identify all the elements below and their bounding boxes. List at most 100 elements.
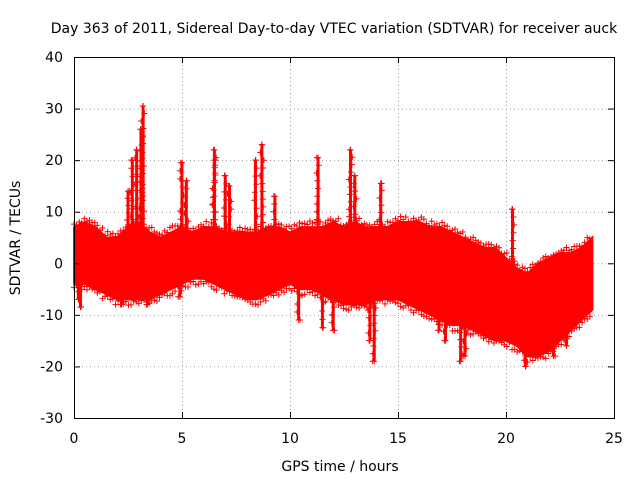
band-edge-marker	[153, 298, 160, 305]
data-point	[295, 317, 302, 324]
band-edge-marker	[407, 218, 414, 225]
spike-marker	[259, 196, 266, 203]
spike-marker	[257, 149, 264, 156]
band-edge-marker	[234, 227, 241, 234]
data-point	[226, 182, 233, 189]
band-edge-marker	[397, 213, 404, 220]
spike-marker	[137, 165, 144, 172]
band-edge-marker	[485, 241, 492, 248]
spike-marker	[258, 227, 265, 234]
band-edge-marker	[433, 220, 440, 227]
spike-marker	[510, 214, 517, 221]
spike-marker	[562, 337, 569, 344]
spike-marker	[353, 195, 360, 202]
band-edge-marker	[216, 283, 223, 290]
spike-marker	[254, 213, 261, 220]
band-edge-marker	[527, 264, 534, 271]
band-edge-marker	[242, 225, 249, 232]
band-edge-marker	[371, 221, 378, 228]
band-edge-marker	[164, 229, 171, 236]
spike-marker	[376, 216, 383, 223]
spike-marker	[271, 200, 278, 207]
spike-marker	[457, 336, 464, 343]
band-edge-marker	[410, 309, 417, 316]
x-tick-label: 15	[389, 431, 407, 447]
spike-marker	[259, 180, 266, 187]
spike-marker	[181, 210, 188, 217]
band-edge-marker	[493, 243, 500, 250]
band-edge-marker	[267, 223, 274, 230]
band-edge-marker	[392, 299, 399, 306]
band-edge-marker	[91, 286, 98, 293]
band-edge-marker	[467, 331, 474, 338]
spike-marker	[319, 316, 326, 323]
band-edge-marker	[361, 303, 368, 310]
band-edge-marker	[192, 281, 199, 288]
spike-marker	[222, 196, 229, 203]
band-edge-marker	[275, 291, 282, 298]
x-tick-label: 20	[497, 431, 515, 447]
band-edge-marker	[426, 222, 433, 229]
spike-marker	[177, 216, 184, 223]
spike-marker	[347, 169, 354, 176]
band-edge-marker	[223, 287, 230, 294]
band-edge-marker	[104, 228, 111, 235]
band-edge-marker	[400, 216, 407, 223]
band-edge-marker	[586, 235, 593, 242]
band-edge-marker	[563, 244, 570, 251]
spike-marker	[253, 221, 260, 228]
spike-marker	[367, 322, 374, 329]
spike-marker	[260, 165, 267, 172]
band-edge-marker	[345, 307, 352, 314]
band-edge-marker	[203, 218, 210, 225]
spike-marker	[376, 194, 383, 201]
band-edge-marker	[301, 220, 308, 227]
spike-marker	[253, 181, 260, 188]
spike-marker	[328, 319, 335, 326]
spike-marker	[139, 181, 146, 188]
spike-marker	[139, 197, 146, 204]
band-edge-marker	[358, 302, 365, 309]
plot-frame	[74, 57, 615, 419]
band-edge-marker	[299, 220, 306, 227]
spike-marker	[315, 162, 322, 169]
data-point	[457, 358, 464, 365]
band-edge-marker	[379, 296, 386, 303]
band-edge-marker	[571, 325, 578, 332]
band-edge-marker	[99, 224, 106, 231]
band-edge-marker	[304, 221, 311, 228]
band-edge-marker	[343, 306, 350, 313]
band-edge-marker	[190, 278, 197, 285]
band-edge-marker	[332, 218, 339, 225]
band-edge-marker	[161, 289, 168, 296]
band-edge-marker	[319, 223, 326, 230]
band-edge-marker	[296, 219, 303, 226]
band-edge-marker	[529, 357, 536, 364]
band-edge-marker	[459, 229, 466, 236]
data-point	[183, 177, 190, 184]
spike-marker	[75, 296, 82, 303]
spike-marker	[294, 285, 301, 292]
data-point	[563, 342, 570, 349]
x-axis-label: GPS time / hours	[281, 459, 398, 475]
spike-marker	[177, 224, 184, 231]
x-tick-label: 10	[281, 431, 299, 447]
spike-marker	[328, 296, 335, 303]
band-edge-marker	[361, 220, 368, 227]
band-edge-marker	[348, 303, 355, 310]
band-edge-marker	[389, 219, 396, 226]
band-edge-marker	[330, 217, 337, 224]
spike-marker	[510, 229, 517, 236]
spike-marker	[209, 194, 216, 201]
band-edge-marker	[560, 247, 567, 254]
spike-marker	[510, 245, 517, 252]
band-edge-marker	[138, 297, 145, 304]
band-edge-marker	[159, 232, 166, 239]
spike-marker	[365, 330, 372, 337]
band-edge-marker	[265, 223, 272, 230]
spike-marker	[294, 309, 301, 316]
spike-marker	[522, 351, 529, 358]
band-edge-marker	[275, 220, 282, 227]
spike-marker	[124, 195, 131, 202]
